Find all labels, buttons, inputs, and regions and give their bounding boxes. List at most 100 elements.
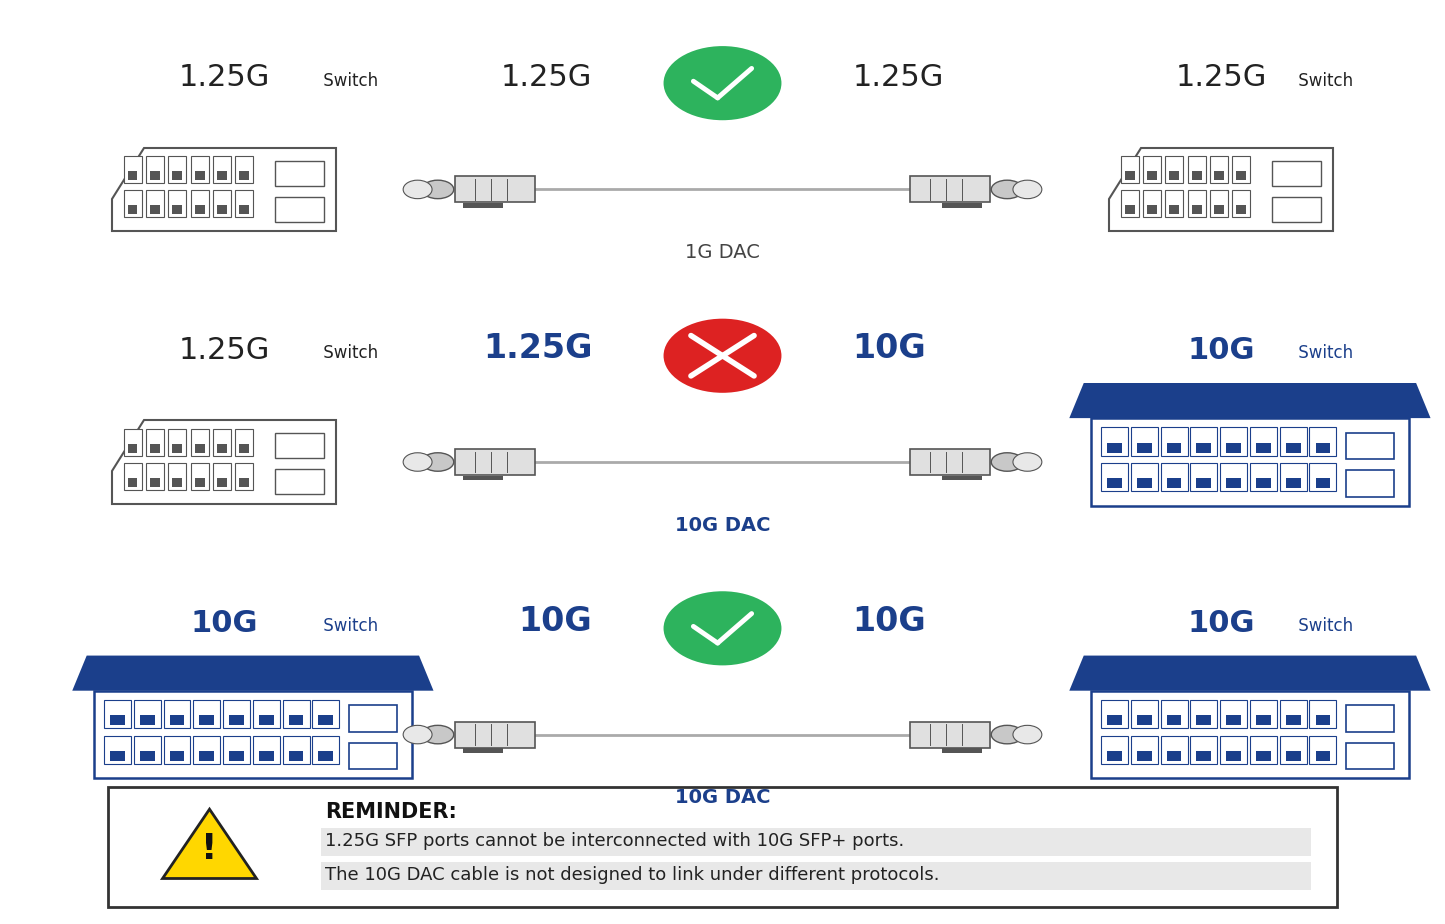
Polygon shape (72, 656, 434, 691)
FancyBboxPatch shape (1191, 700, 1217, 728)
Circle shape (403, 453, 432, 471)
FancyBboxPatch shape (217, 478, 227, 487)
FancyBboxPatch shape (230, 715, 244, 725)
Polygon shape (1110, 148, 1332, 231)
Polygon shape (113, 148, 335, 231)
FancyBboxPatch shape (1137, 443, 1152, 453)
Text: 1.25G: 1.25G (1175, 64, 1267, 92)
FancyBboxPatch shape (1196, 751, 1211, 760)
FancyBboxPatch shape (1101, 428, 1129, 456)
FancyBboxPatch shape (253, 700, 280, 728)
Ellipse shape (991, 180, 1023, 199)
FancyBboxPatch shape (236, 156, 253, 183)
FancyBboxPatch shape (1214, 205, 1224, 214)
FancyBboxPatch shape (1272, 197, 1321, 222)
FancyBboxPatch shape (1191, 736, 1217, 763)
FancyBboxPatch shape (1107, 715, 1121, 725)
Text: Switch: Switch (318, 617, 379, 635)
FancyBboxPatch shape (146, 463, 163, 490)
FancyBboxPatch shape (1191, 428, 1217, 456)
FancyBboxPatch shape (163, 736, 191, 763)
FancyBboxPatch shape (1347, 706, 1394, 732)
FancyBboxPatch shape (1315, 479, 1331, 488)
Polygon shape (1069, 383, 1431, 418)
Ellipse shape (422, 453, 454, 471)
Circle shape (662, 44, 783, 122)
FancyBboxPatch shape (275, 433, 324, 458)
Ellipse shape (991, 725, 1023, 744)
FancyBboxPatch shape (321, 828, 1311, 856)
FancyBboxPatch shape (1256, 715, 1270, 725)
FancyBboxPatch shape (146, 156, 163, 183)
FancyBboxPatch shape (240, 444, 249, 453)
Polygon shape (1069, 656, 1431, 691)
FancyBboxPatch shape (168, 190, 186, 217)
FancyBboxPatch shape (1233, 190, 1250, 217)
FancyBboxPatch shape (289, 751, 303, 760)
FancyBboxPatch shape (1220, 463, 1247, 491)
FancyBboxPatch shape (169, 751, 185, 760)
FancyBboxPatch shape (1101, 736, 1129, 763)
FancyBboxPatch shape (104, 700, 131, 728)
FancyBboxPatch shape (223, 700, 250, 728)
Text: 10G: 10G (519, 604, 592, 638)
FancyBboxPatch shape (350, 743, 397, 769)
Text: Switch: Switch (318, 72, 379, 90)
Circle shape (403, 180, 432, 199)
FancyBboxPatch shape (1250, 700, 1277, 728)
Ellipse shape (422, 725, 454, 744)
Text: 1.25G: 1.25G (178, 64, 270, 92)
FancyBboxPatch shape (1315, 751, 1331, 760)
Ellipse shape (991, 453, 1023, 471)
FancyBboxPatch shape (1227, 751, 1241, 760)
FancyBboxPatch shape (108, 787, 1337, 907)
FancyBboxPatch shape (1286, 479, 1300, 488)
FancyBboxPatch shape (123, 156, 142, 183)
FancyBboxPatch shape (195, 444, 205, 453)
FancyBboxPatch shape (146, 190, 163, 217)
FancyBboxPatch shape (1107, 479, 1121, 488)
FancyBboxPatch shape (199, 715, 214, 725)
FancyBboxPatch shape (169, 715, 185, 725)
FancyBboxPatch shape (1166, 715, 1182, 725)
FancyBboxPatch shape (168, 463, 186, 490)
FancyBboxPatch shape (1143, 190, 1160, 217)
FancyBboxPatch shape (168, 429, 186, 456)
FancyBboxPatch shape (150, 444, 160, 453)
FancyBboxPatch shape (230, 751, 244, 760)
FancyBboxPatch shape (240, 478, 249, 487)
Text: 10G DAC: 10G DAC (675, 516, 770, 535)
FancyBboxPatch shape (123, 463, 142, 490)
FancyBboxPatch shape (150, 478, 160, 487)
FancyBboxPatch shape (1315, 443, 1331, 453)
FancyBboxPatch shape (462, 203, 503, 208)
Circle shape (662, 317, 783, 395)
FancyBboxPatch shape (1237, 205, 1246, 214)
FancyBboxPatch shape (455, 176, 535, 202)
FancyBboxPatch shape (275, 161, 324, 186)
FancyBboxPatch shape (1286, 715, 1300, 725)
Text: Switch: Switch (1293, 72, 1354, 90)
FancyBboxPatch shape (1227, 443, 1241, 453)
FancyBboxPatch shape (199, 751, 214, 760)
Text: !: ! (201, 832, 218, 866)
FancyBboxPatch shape (1286, 751, 1300, 760)
FancyBboxPatch shape (1192, 171, 1202, 180)
Text: 1.25G SFP ports cannot be interconnected with 10G SFP+ ports.: 1.25G SFP ports cannot be interconnected… (325, 832, 905, 850)
FancyBboxPatch shape (1107, 751, 1121, 760)
FancyBboxPatch shape (110, 715, 124, 725)
Text: 10G: 10G (1188, 336, 1254, 365)
FancyBboxPatch shape (1196, 715, 1211, 725)
FancyBboxPatch shape (1137, 751, 1152, 760)
FancyBboxPatch shape (212, 463, 231, 490)
Circle shape (1013, 453, 1042, 471)
FancyBboxPatch shape (134, 736, 160, 763)
FancyBboxPatch shape (1124, 171, 1134, 180)
FancyBboxPatch shape (1280, 736, 1306, 763)
FancyBboxPatch shape (312, 736, 340, 763)
FancyBboxPatch shape (462, 748, 503, 753)
FancyBboxPatch shape (1286, 443, 1300, 453)
FancyBboxPatch shape (1101, 463, 1129, 491)
FancyBboxPatch shape (350, 706, 397, 732)
Circle shape (1013, 725, 1042, 744)
